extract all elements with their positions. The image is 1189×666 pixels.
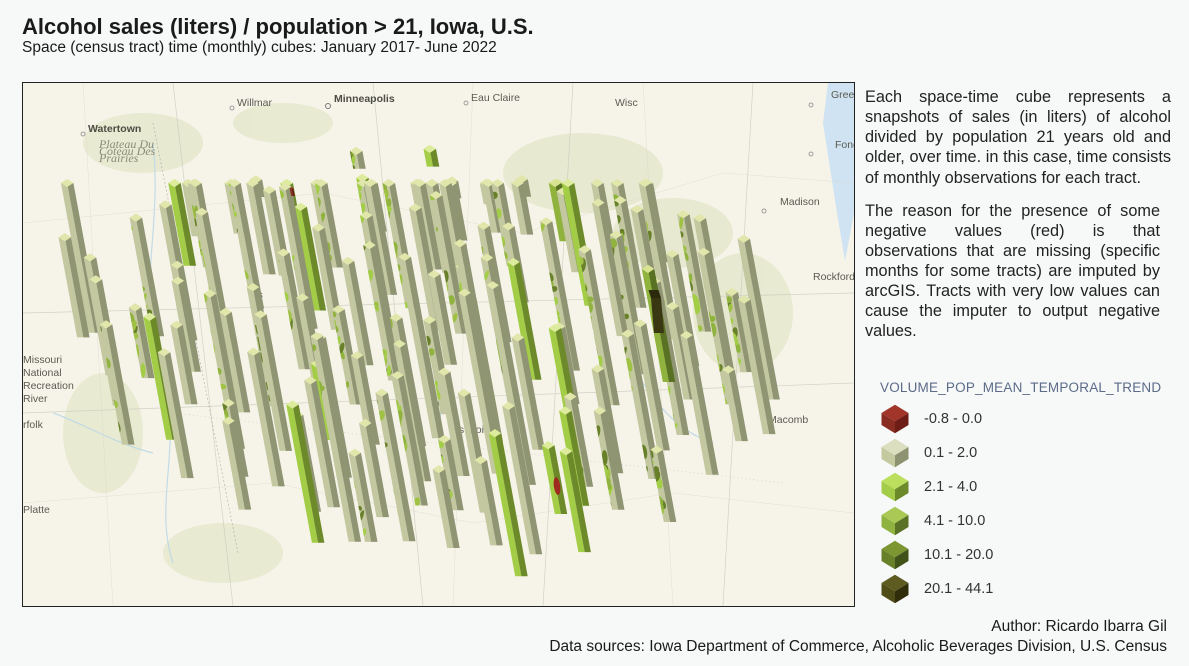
svg-text:Madison: Madison bbox=[780, 196, 820, 208]
svg-text:Wisc: Wisc bbox=[615, 97, 638, 109]
svg-text:Fond du Lac: Fond du Lac bbox=[835, 139, 854, 151]
svg-text:Willmar: Willmar bbox=[237, 97, 272, 109]
svg-text:River: River bbox=[23, 393, 48, 405]
svg-text:rfolk: rfolk bbox=[23, 419, 44, 431]
svg-text:Platte: Platte bbox=[23, 504, 50, 516]
svg-text:Rockford: Rockford bbox=[813, 271, 854, 283]
svg-text:Prairies: Prairies bbox=[98, 151, 139, 165]
svg-text:Minneapolis: Minneapolis bbox=[334, 93, 395, 105]
svg-text:Macomb: Macomb bbox=[768, 414, 808, 426]
svg-text:Recreation: Recreation bbox=[23, 380, 74, 392]
svg-text:Eau Claire: Eau Claire bbox=[471, 92, 520, 104]
svg-text:National: National bbox=[23, 367, 62, 379]
svg-text:Missouri: Missouri bbox=[23, 354, 62, 366]
svg-text:Green Bay: Green Bay bbox=[831, 89, 854, 101]
svg-text:Watertown: Watertown bbox=[88, 123, 141, 135]
